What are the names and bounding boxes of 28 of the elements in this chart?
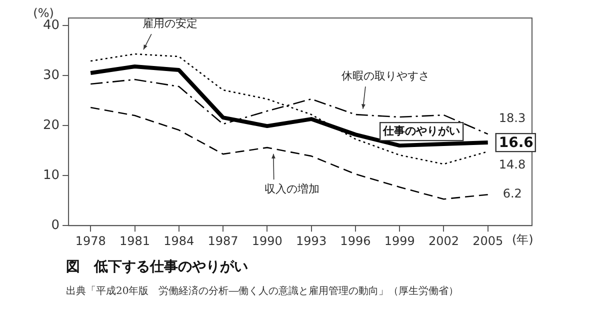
x-tick-label: 1999 — [384, 234, 415, 248]
text: 図 低下する仕事のやりがい — [66, 258, 248, 276]
x-tick-label: 1990 — [252, 234, 282, 248]
y-tick-label: 40 — [42, 18, 60, 33]
y-tick-label: 20 — [42, 118, 60, 133]
data-label: 14.8 — [498, 158, 526, 172]
x-tick-label: 1981 — [119, 234, 150, 248]
y-tick-label: 30 — [42, 68, 60, 83]
x-tick-label: 1978 — [75, 234, 106, 248]
y-tick-label: 0 — [51, 218, 60, 233]
x-axis-title: (年) — [512, 232, 534, 247]
line-series — [90, 106, 489, 200]
series-label: 仕事のやりがい — [382, 124, 460, 138]
text: 雇用の安定 — [142, 16, 198, 30]
x-tick-label: 1984 — [164, 234, 194, 248]
data-label: 16.6 — [498, 135, 534, 152]
y-tick-label: 10 — [42, 168, 60, 183]
source-note: 出典「平成20年版 労働経済の分析―働く人の意識と雇用管理の動向」（厚生労働省） — [66, 284, 459, 298]
x-tick-label: 2005 — [472, 234, 504, 248]
series-label: 収入の増加 — [264, 182, 320, 196]
x-tick-label: 1996 — [340, 234, 371, 248]
text: 休暇の取りやすさ — [341, 69, 430, 82]
x-tick-label: 2002 — [428, 234, 459, 248]
x-tick-label: 1993 — [296, 234, 327, 248]
y-axis-title: (%) — [33, 6, 54, 20]
data-label: 6.2 — [502, 186, 522, 201]
data-label: 18.3 — [498, 111, 526, 126]
x-tick-label: 1987 — [208, 234, 238, 248]
